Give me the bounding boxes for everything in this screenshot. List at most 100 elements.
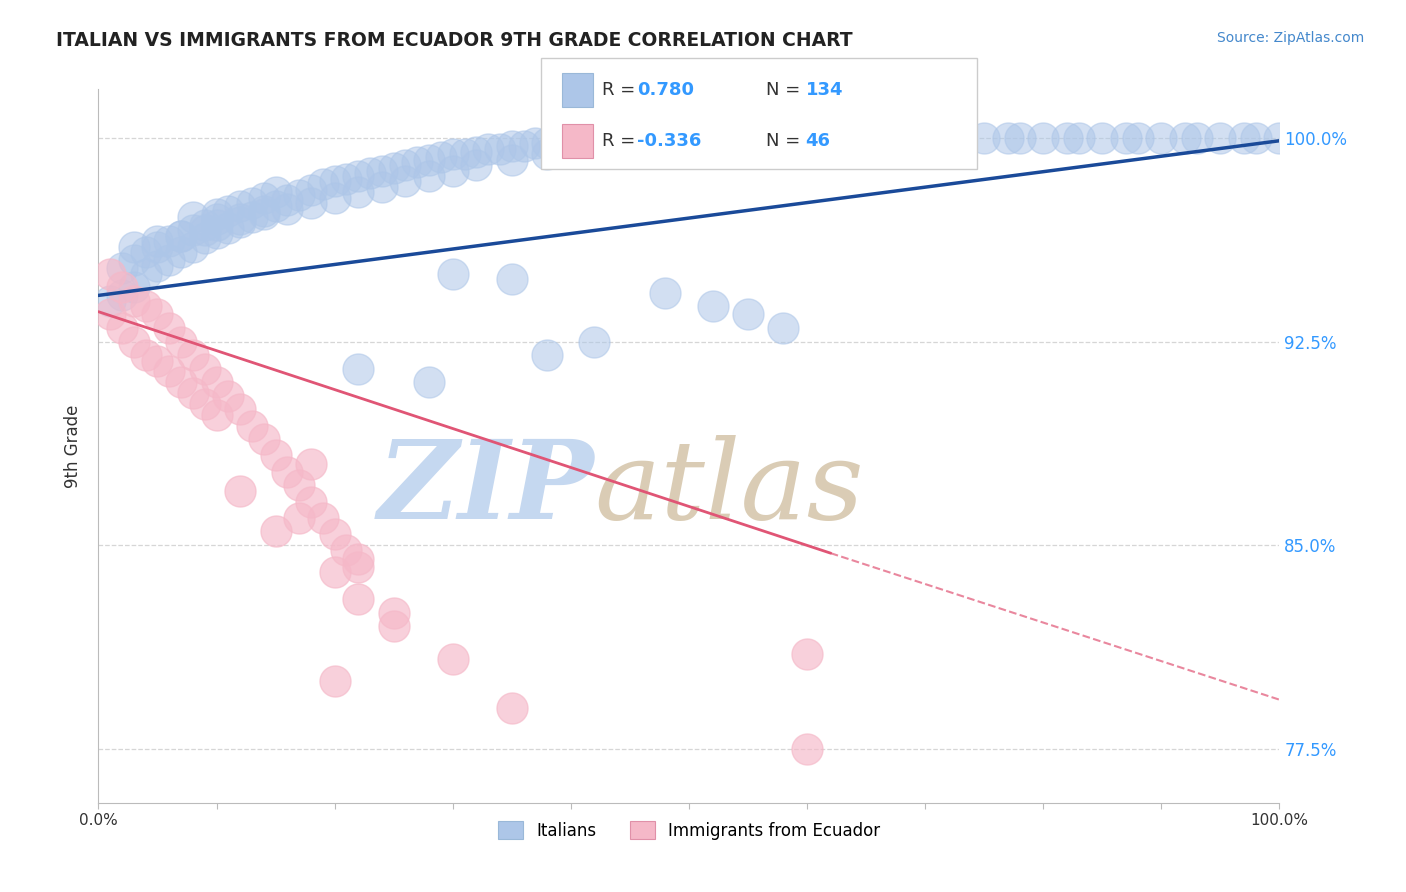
- Point: [678, 131, 700, 145]
- Point: [879, 131, 901, 145]
- Point: [536, 136, 558, 151]
- Point: [323, 174, 346, 188]
- Point: [583, 131, 606, 145]
- Point: [820, 131, 842, 145]
- Point: [1150, 131, 1173, 145]
- Text: N =: N =: [766, 81, 806, 99]
- Point: [903, 131, 925, 145]
- Text: R =: R =: [602, 81, 641, 99]
- Point: [630, 131, 652, 145]
- Point: [501, 272, 523, 286]
- Point: [406, 155, 429, 169]
- Point: [135, 267, 157, 281]
- Point: [536, 348, 558, 362]
- Point: [737, 307, 759, 321]
- Point: [394, 158, 416, 172]
- Point: [1126, 131, 1149, 145]
- Point: [122, 253, 145, 268]
- Point: [111, 288, 134, 302]
- Point: [288, 511, 311, 525]
- Point: [418, 169, 440, 183]
- Point: [619, 131, 641, 145]
- Point: [571, 134, 593, 148]
- Point: [702, 131, 724, 145]
- Point: [1268, 131, 1291, 145]
- Point: [382, 161, 405, 175]
- Point: [146, 234, 169, 248]
- Point: [643, 131, 665, 145]
- Point: [359, 166, 381, 180]
- Text: N =: N =: [766, 132, 806, 150]
- Text: ITALIAN VS IMMIGRANTS FROM ECUADOR 9TH GRADE CORRELATION CHART: ITALIAN VS IMMIGRANTS FROM ECUADOR 9TH G…: [56, 31, 853, 50]
- Point: [146, 259, 169, 273]
- Point: [1032, 131, 1054, 145]
- Point: [465, 145, 488, 159]
- Point: [890, 131, 912, 145]
- Point: [229, 215, 252, 229]
- Point: [111, 280, 134, 294]
- Point: [761, 131, 783, 145]
- Point: [157, 364, 180, 378]
- Point: [299, 196, 322, 211]
- Text: 134: 134: [806, 81, 844, 99]
- Point: [146, 307, 169, 321]
- Point: [702, 299, 724, 313]
- Point: [288, 188, 311, 202]
- Point: [418, 153, 440, 167]
- Point: [135, 348, 157, 362]
- Point: [217, 220, 239, 235]
- Point: [666, 131, 689, 145]
- Point: [501, 701, 523, 715]
- Point: [654, 131, 676, 145]
- Point: [323, 673, 346, 688]
- Point: [335, 171, 357, 186]
- Point: [98, 307, 121, 321]
- Text: 46: 46: [806, 132, 831, 150]
- Point: [253, 432, 276, 446]
- Point: [229, 212, 252, 227]
- Point: [477, 142, 499, 156]
- Point: [205, 376, 228, 390]
- Point: [181, 348, 204, 362]
- Point: [122, 239, 145, 253]
- Point: [170, 245, 193, 260]
- Point: [205, 207, 228, 221]
- Point: [312, 511, 335, 525]
- Point: [205, 218, 228, 232]
- Point: [347, 559, 370, 574]
- Y-axis label: 9th Grade: 9th Grade: [65, 404, 83, 488]
- Point: [748, 131, 770, 145]
- Point: [347, 551, 370, 566]
- Point: [217, 204, 239, 219]
- Text: R =: R =: [602, 132, 641, 150]
- Point: [394, 174, 416, 188]
- Point: [157, 253, 180, 268]
- Point: [441, 147, 464, 161]
- Point: [1008, 131, 1031, 145]
- Point: [264, 199, 287, 213]
- Point: [111, 321, 134, 335]
- Point: [264, 186, 287, 200]
- Point: [536, 147, 558, 161]
- Point: [524, 136, 547, 151]
- Point: [170, 228, 193, 243]
- Point: [194, 397, 217, 411]
- Point: [607, 131, 630, 145]
- Point: [441, 652, 464, 666]
- Point: [382, 619, 405, 633]
- Point: [654, 285, 676, 300]
- Point: [560, 134, 582, 148]
- Text: Source: ZipAtlas.com: Source: ZipAtlas.com: [1216, 31, 1364, 45]
- Point: [796, 741, 818, 756]
- Point: [229, 483, 252, 498]
- Text: 0.780: 0.780: [637, 81, 695, 99]
- Point: [689, 131, 711, 145]
- Point: [441, 267, 464, 281]
- Point: [938, 131, 960, 145]
- Point: [501, 139, 523, 153]
- Point: [135, 245, 157, 260]
- Point: [146, 239, 169, 253]
- Point: [240, 210, 263, 224]
- Point: [217, 389, 239, 403]
- Point: [299, 457, 322, 471]
